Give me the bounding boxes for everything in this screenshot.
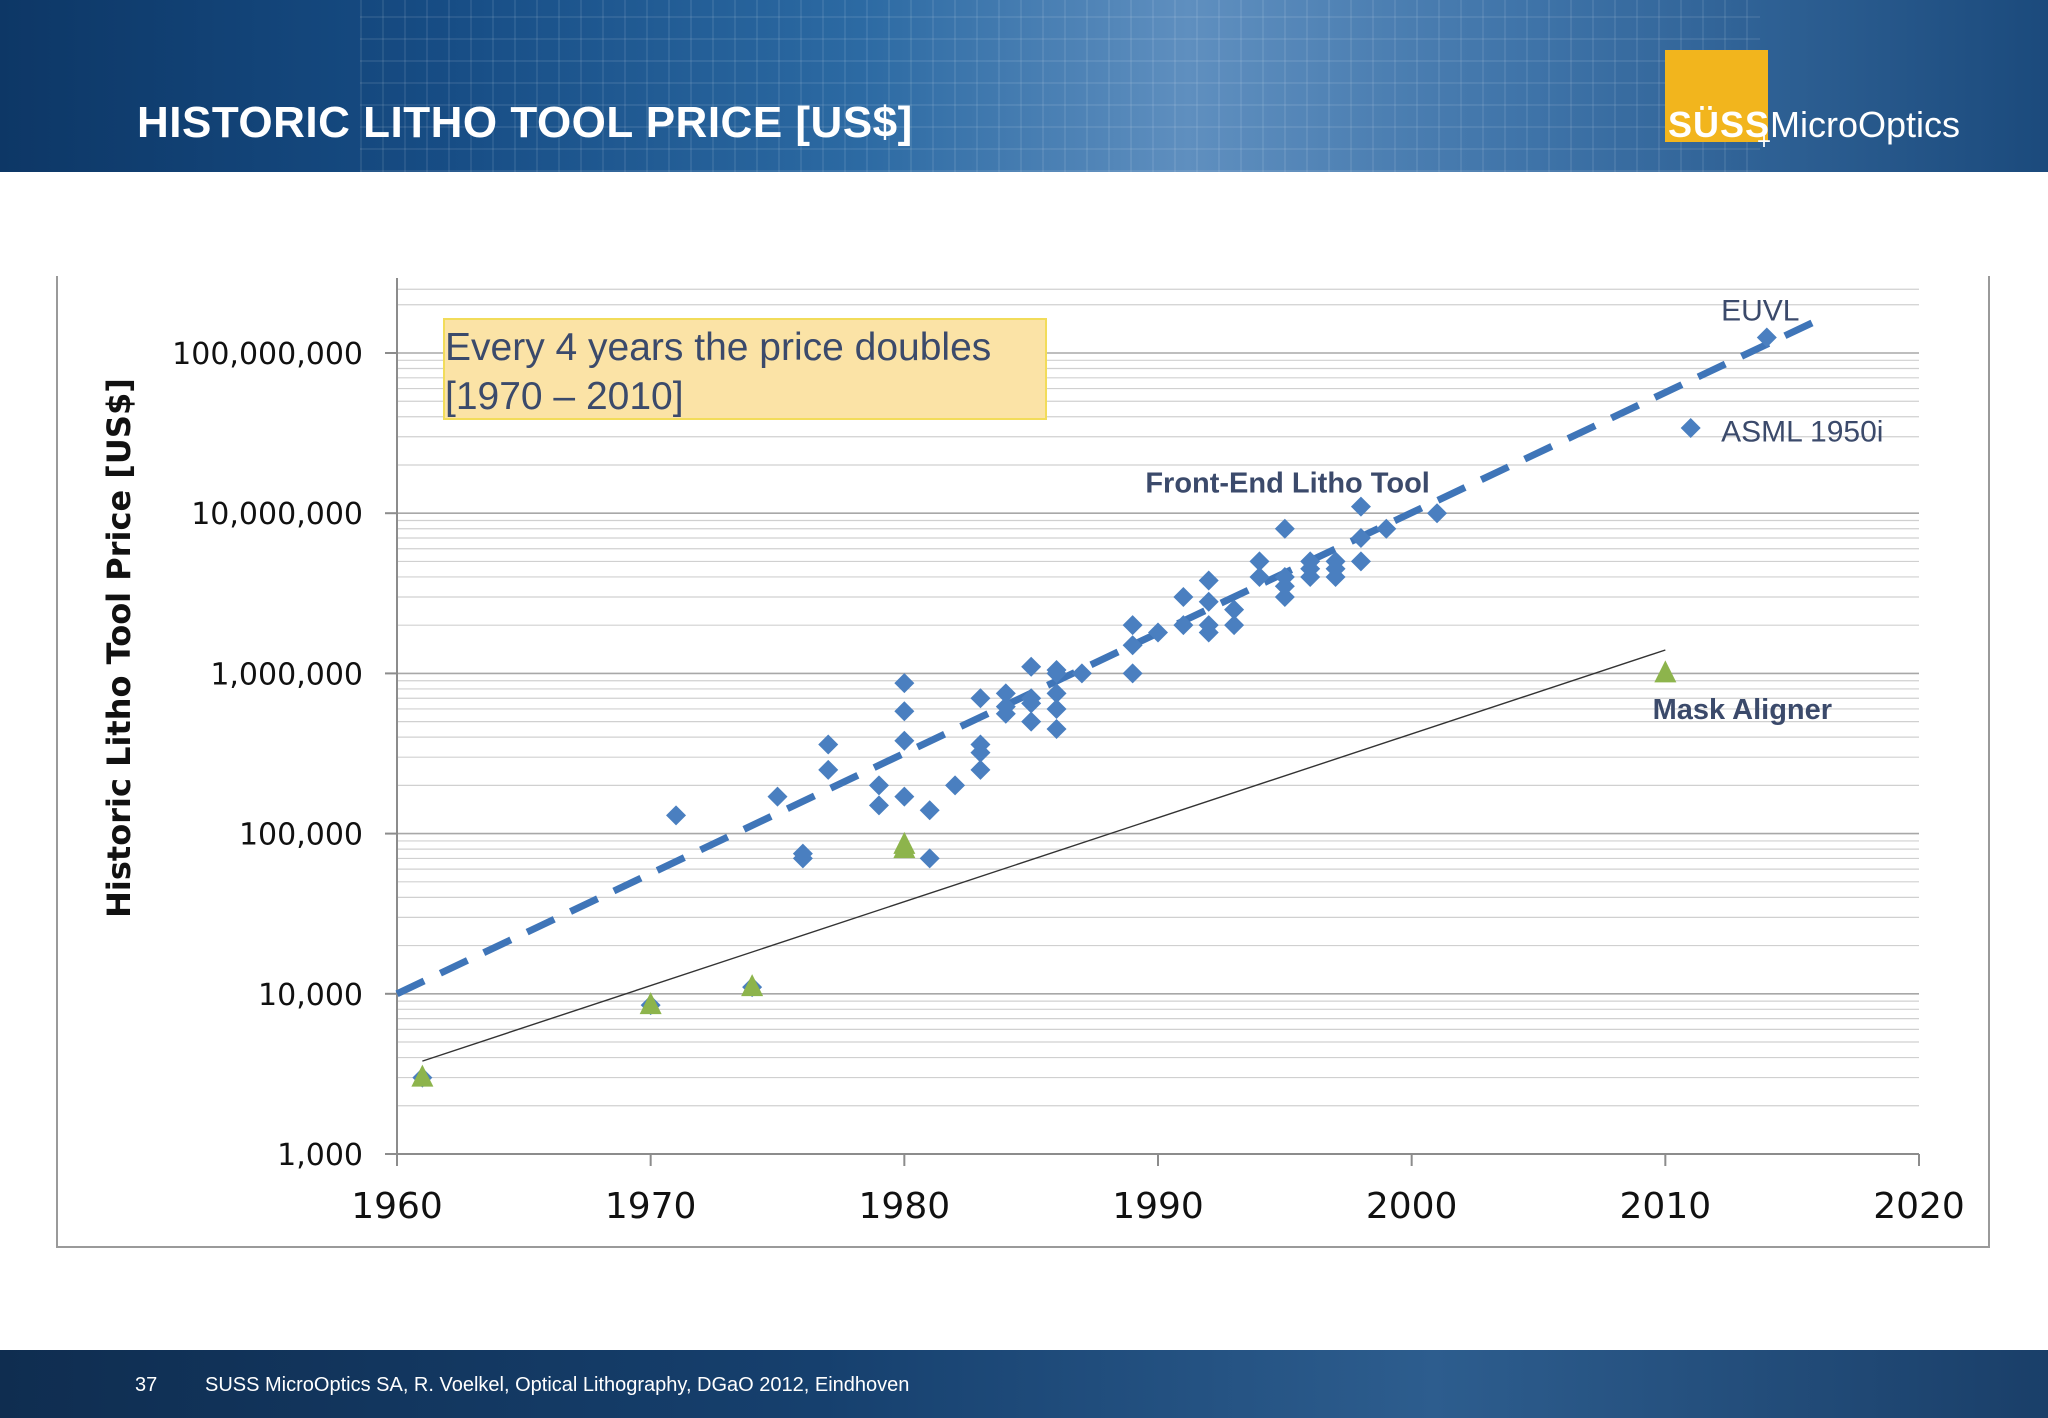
x-tick-label: 2000 — [1366, 1186, 1458, 1227]
mask-aligner-trendline — [422, 649, 1666, 1062]
front-end-point — [1122, 635, 1143, 656]
front-end-point — [1274, 566, 1295, 587]
front-end-point — [818, 734, 839, 755]
front-end-point — [894, 673, 915, 694]
front-end-point — [995, 683, 1016, 704]
front-end-point — [1350, 551, 1371, 572]
page-number: 37 — [135, 1374, 158, 1396]
front-end-point — [1274, 518, 1295, 539]
logo-plus: + — [1757, 128, 1772, 155]
doubling-callout: Every 4 years the price doubles [1970 – … — [443, 318, 1047, 420]
header-wafer-pattern — [360, 0, 1760, 172]
front-end-label: Front-End Litho Tool — [1145, 467, 1430, 499]
front-end-point — [894, 701, 915, 722]
front-end-point — [1173, 586, 1194, 607]
front-end-point — [818, 759, 839, 780]
front-end-point — [1173, 615, 1194, 636]
point-layer — [411, 327, 1777, 1088]
callout-line1: Every 4 years the price doubles — [445, 326, 992, 369]
y-tick-label: 100,000,000 — [172, 337, 363, 372]
front-end-point — [1249, 566, 1270, 587]
callout-line2: [1970 – 2010] — [445, 375, 684, 418]
front-end-point — [1350, 528, 1371, 549]
trend-layer — [395, 317, 1820, 1062]
y-tick-label: 100,000 — [239, 818, 363, 853]
front-end-point — [894, 730, 915, 751]
front-end-point — [945, 775, 966, 796]
front-end-point — [1046, 718, 1067, 739]
y-tick-label: 1,000,000 — [210, 657, 363, 692]
asml-label: ASML 1950i — [1721, 416, 1883, 449]
page-title: HISTORIC LITHO TOOL PRICE [US$] — [137, 98, 913, 147]
front-end-point — [1224, 615, 1245, 636]
front-end-point — [1021, 711, 1042, 732]
x-tick-label: 1980 — [859, 1186, 951, 1227]
front-end-point — [1756, 327, 1777, 348]
logo-product: MicroOptics — [1770, 104, 1961, 145]
front-end-point — [1148, 622, 1168, 643]
front-end-point — [792, 843, 813, 864]
x-tick-label: 1970 — [605, 1186, 697, 1227]
y-tick-label: 10,000 — [258, 978, 363, 1013]
mask-aligner-point — [893, 831, 916, 854]
front-end-point — [1274, 586, 1295, 607]
footer-bar — [0, 1350, 2048, 1418]
front-end-point — [868, 795, 889, 816]
front-end-point — [1046, 698, 1067, 719]
x-tick-label: 1990 — [1112, 1186, 1204, 1227]
y-tick-label: 10,000,000 — [191, 497, 363, 532]
front-end-point — [970, 734, 991, 755]
front-end-point — [1376, 518, 1397, 539]
front-end-point — [1122, 663, 1143, 684]
front-end-point — [1198, 615, 1219, 636]
front-end-point — [894, 786, 915, 807]
front-end-point — [1325, 551, 1346, 572]
front-end-point — [970, 759, 991, 780]
front-end-point — [1224, 599, 1245, 620]
logo-square — [1665, 50, 1768, 142]
x-tick-label: 1960 — [351, 1186, 443, 1227]
front-end-point — [1249, 551, 1270, 572]
front-end-point — [1198, 570, 1219, 591]
y-axis-title: Historic Litho Tool Price [US$] — [100, 378, 138, 918]
mask-aligner-point — [411, 1064, 434, 1087]
front-end-point — [1021, 656, 1042, 677]
x-tick-label: 2010 — [1620, 1186, 1712, 1227]
front-end-point — [1300, 551, 1321, 572]
mask-aligner-label: Mask Aligner — [1653, 694, 1832, 726]
front-end-point — [1427, 503, 1448, 524]
footer-citation: SUSS MicroOptics SA, R. Voelkel, Optical… — [205, 1374, 910, 1396]
front-end-point — [1680, 418, 1701, 439]
front-end-point — [995, 696, 1016, 717]
mask-aligner-point — [1654, 660, 1677, 683]
front-end-point — [1350, 496, 1371, 517]
y-tick-label: 1,000 — [277, 1138, 363, 1173]
front-end-trendline — [395, 317, 1820, 997]
front-end-point — [666, 805, 687, 826]
mask-aligner-point — [639, 992, 662, 1015]
front-end-point — [767, 786, 788, 807]
axis-layer: 1,000 10,000 100,000 1,000,000 10,000,000 100… — [100, 278, 1965, 1227]
front-end-point — [1198, 591, 1219, 612]
label-layer: EUVL ASML 1950i Front-End Litho Tool Mask A… — [1145, 294, 1883, 726]
front-end-point — [919, 800, 940, 821]
front-end-point — [970, 688, 991, 709]
mask-aligner-point — [741, 974, 764, 997]
front-end-point — [1071, 663, 1092, 684]
front-end-point — [1046, 660, 1067, 681]
x-tick-label: 2020 — [1873, 1186, 1965, 1227]
front-end-point — [868, 775, 889, 796]
logo-brand: SÜSS — [1668, 104, 1771, 145]
front-end-point — [919, 848, 940, 869]
chart-frame — [56, 276, 1990, 1248]
euvl-label: EUVL — [1721, 294, 1799, 327]
front-end-point — [1021, 688, 1042, 709]
front-end-point — [1122, 615, 1143, 636]
front-end-point — [1046, 683, 1067, 704]
